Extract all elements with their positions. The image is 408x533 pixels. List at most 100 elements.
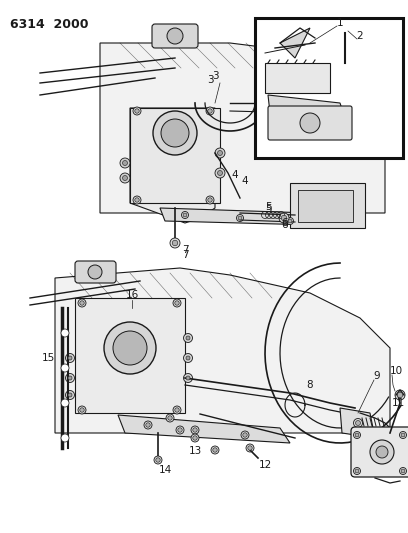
Text: 14: 14: [158, 465, 172, 475]
Bar: [265, 63, 330, 93]
Text: 8: 8: [307, 380, 313, 390]
Circle shape: [172, 240, 178, 246]
Circle shape: [376, 446, 388, 458]
Polygon shape: [100, 43, 385, 213]
Circle shape: [341, 57, 349, 65]
Circle shape: [241, 431, 249, 439]
FancyBboxPatch shape: [351, 427, 408, 477]
Circle shape: [243, 433, 247, 437]
FancyBboxPatch shape: [152, 24, 198, 48]
Circle shape: [122, 160, 127, 166]
Text: 6314  2000: 6314 2000: [10, 18, 89, 31]
Bar: [255, 18, 403, 158]
Circle shape: [206, 196, 214, 204]
Circle shape: [61, 399, 69, 407]
Circle shape: [104, 322, 156, 374]
Polygon shape: [130, 108, 215, 223]
Text: 15: 15: [41, 353, 55, 363]
Circle shape: [66, 374, 75, 383]
Circle shape: [238, 216, 242, 220]
Circle shape: [186, 336, 190, 340]
Circle shape: [353, 418, 362, 427]
Circle shape: [399, 432, 406, 439]
Polygon shape: [160, 208, 315, 225]
Circle shape: [184, 374, 193, 383]
Text: 5: 5: [265, 204, 271, 214]
Circle shape: [215, 148, 225, 158]
Circle shape: [213, 448, 217, 452]
Circle shape: [193, 436, 197, 440]
Circle shape: [353, 432, 361, 439]
Circle shape: [355, 421, 361, 425]
Circle shape: [300, 113, 320, 133]
Circle shape: [186, 376, 190, 380]
Circle shape: [120, 158, 130, 168]
Circle shape: [208, 198, 212, 202]
Circle shape: [286, 217, 293, 224]
Circle shape: [246, 444, 254, 452]
Circle shape: [184, 353, 193, 362]
Circle shape: [395, 390, 405, 400]
Bar: [290, 183, 365, 228]
Text: 12: 12: [258, 460, 272, 470]
FancyBboxPatch shape: [268, 106, 352, 140]
Circle shape: [341, 28, 348, 34]
Circle shape: [191, 434, 199, 442]
Bar: [130, 108, 220, 203]
Circle shape: [170, 238, 180, 248]
Circle shape: [68, 376, 72, 380]
Text: 10: 10: [390, 366, 403, 376]
Circle shape: [154, 456, 162, 464]
Circle shape: [206, 107, 214, 115]
Bar: [298, 190, 353, 222]
Text: 4: 4: [242, 176, 248, 186]
Circle shape: [355, 433, 359, 437]
Circle shape: [211, 446, 219, 454]
Text: 1: 1: [337, 18, 343, 28]
Circle shape: [80, 408, 84, 412]
Circle shape: [355, 469, 359, 473]
Circle shape: [281, 215, 287, 221]
FancyBboxPatch shape: [75, 261, 116, 283]
Text: 11: 11: [391, 398, 405, 408]
Circle shape: [144, 421, 152, 429]
Circle shape: [401, 433, 405, 437]
Circle shape: [399, 467, 406, 474]
Circle shape: [78, 299, 86, 307]
Circle shape: [61, 434, 69, 442]
Circle shape: [237, 214, 244, 222]
Bar: [75, 298, 185, 413]
Circle shape: [166, 414, 174, 422]
Circle shape: [68, 393, 72, 397]
Text: 3: 3: [212, 71, 218, 81]
Circle shape: [167, 28, 183, 44]
Circle shape: [135, 109, 139, 113]
Circle shape: [353, 467, 361, 474]
Circle shape: [193, 428, 197, 432]
Circle shape: [191, 426, 199, 434]
Circle shape: [61, 329, 69, 337]
Circle shape: [339, 25, 351, 37]
Circle shape: [113, 331, 147, 365]
Polygon shape: [268, 95, 345, 118]
Circle shape: [173, 406, 181, 414]
Circle shape: [135, 198, 139, 202]
Text: 3: 3: [207, 75, 213, 85]
Circle shape: [168, 416, 172, 420]
Circle shape: [208, 109, 212, 113]
Circle shape: [78, 406, 86, 414]
Circle shape: [183, 213, 187, 217]
Circle shape: [88, 265, 102, 279]
Circle shape: [397, 392, 403, 398]
Circle shape: [217, 150, 222, 156]
Circle shape: [215, 168, 225, 178]
Circle shape: [133, 196, 141, 204]
Circle shape: [186, 356, 190, 360]
Circle shape: [68, 356, 72, 360]
Polygon shape: [340, 408, 375, 438]
Circle shape: [80, 301, 84, 305]
Text: 16: 16: [125, 290, 139, 300]
Circle shape: [161, 119, 189, 147]
Circle shape: [156, 458, 160, 462]
Circle shape: [173, 299, 181, 307]
